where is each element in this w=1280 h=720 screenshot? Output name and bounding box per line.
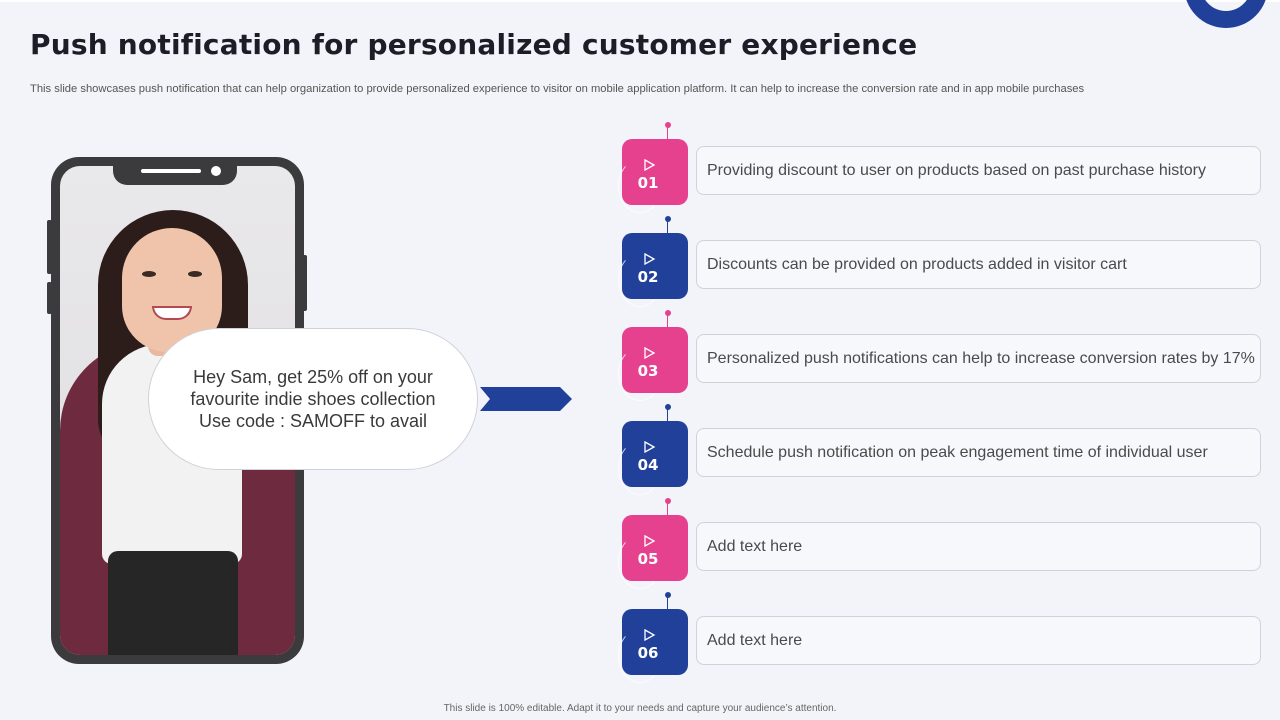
step-number-box: 01 <box>618 139 688 213</box>
timeline-stem <box>667 409 668 421</box>
slide-title: Push notification for personalized custo… <box>30 28 918 61</box>
step-text: Personalized push notifications can help… <box>696 334 1261 383</box>
timeline-stem <box>667 315 668 327</box>
step-text: Add text here <box>696 616 1261 665</box>
arc-decoration <box>618 253 662 307</box>
arc-decoration <box>618 347 662 401</box>
timeline-stem <box>667 597 668 609</box>
play-icon <box>644 347 656 359</box>
timeline-stem <box>667 127 668 139</box>
person-eye <box>188 271 202 277</box>
step-number-box: 06 <box>618 609 688 683</box>
notification-bubble: Hey Sam, get 25% off on your favourite i… <box>148 328 478 470</box>
phone-notch <box>113 157 237 185</box>
step-text: Discounts can be provided on products ad… <box>696 240 1261 289</box>
step-number-box: 02 <box>618 233 688 307</box>
step-number: 03 <box>637 362 659 380</box>
top-strip <box>0 0 1280 2</box>
timeline-dot <box>665 498 671 504</box>
play-icon <box>644 535 656 547</box>
timeline-dot <box>665 216 671 222</box>
arc-decoration <box>618 441 662 495</box>
slide-subtitle: This slide showcases push notification t… <box>30 83 1085 95</box>
step-number: 02 <box>637 268 659 286</box>
timeline-dot <box>665 122 671 128</box>
chevron-arrow-icon <box>480 387 572 411</box>
arc-decoration <box>618 159 662 213</box>
timeline-dot <box>665 592 671 598</box>
speaker-icon <box>141 169 201 173</box>
step-number-box: 05 <box>618 515 688 589</box>
timeline-dot <box>665 310 671 316</box>
phone-side-button <box>47 220 52 274</box>
person-eye <box>142 271 156 277</box>
step-number: 05 <box>637 550 659 568</box>
slide-footer: This slide is 100% editable. Adapt it to… <box>443 703 837 714</box>
step-text: Providing discount to user on products b… <box>696 146 1261 195</box>
notification-line: favourite indie shoes collection <box>190 389 436 409</box>
step-number-box: 03 <box>618 327 688 401</box>
phone-side-button <box>47 282 52 314</box>
step-number: 01 <box>637 174 659 192</box>
step-number: 04 <box>637 456 659 474</box>
timeline-stem <box>667 221 668 233</box>
step-number-box: 04 <box>618 421 688 495</box>
timeline-stem <box>667 503 668 515</box>
timeline-dot <box>665 404 671 410</box>
ring-decoration-icon <box>1184 0 1268 28</box>
notification-line: Hey Sam, get 25% off on your <box>193 367 433 387</box>
play-icon <box>644 441 656 453</box>
arc-decoration <box>618 535 662 589</box>
play-icon <box>644 159 656 171</box>
notification-line: Use code : SAMOFF to avail <box>198 411 428 431</box>
step-text: Schedule push notification on peak engag… <box>696 428 1261 477</box>
phone-power-button <box>302 255 307 311</box>
play-icon <box>644 253 656 265</box>
step-text: Add text here <box>696 522 1261 571</box>
person-skirt <box>108 551 238 655</box>
play-icon <box>644 629 656 641</box>
step-number: 06 <box>637 644 659 662</box>
arc-decoration <box>618 629 662 683</box>
camera-icon <box>211 166 221 176</box>
